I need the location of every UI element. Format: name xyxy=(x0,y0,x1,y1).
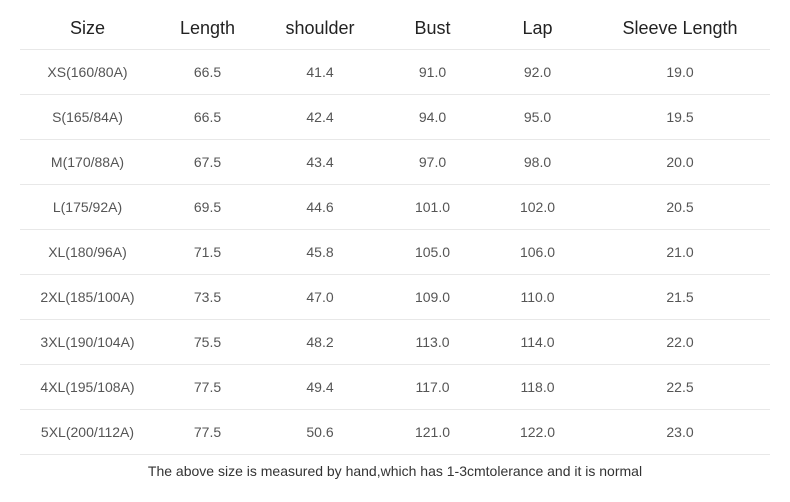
table-cell: 49.4 xyxy=(260,365,380,410)
table-cell: XL(180/96A) xyxy=(20,230,155,275)
table-cell: 122.0 xyxy=(485,410,590,455)
table-cell: 19.0 xyxy=(590,50,770,95)
col-header-bust: Bust xyxy=(380,12,485,50)
table-cell: 23.0 xyxy=(590,410,770,455)
table-cell: 42.4 xyxy=(260,95,380,140)
table-cell: 47.0 xyxy=(260,275,380,320)
table-row: M(170/88A)67.543.497.098.020.0 xyxy=(20,140,770,185)
size-table-container: Size Length shoulder Bust Lap Sleeve Len… xyxy=(0,0,790,479)
table-cell: 75.5 xyxy=(155,320,260,365)
table-cell: 67.5 xyxy=(155,140,260,185)
table-cell: 117.0 xyxy=(380,365,485,410)
table-row: L(175/92A)69.544.6101.0102.020.5 xyxy=(20,185,770,230)
table-cell: 2XL(185/100A) xyxy=(20,275,155,320)
col-header-length: Length xyxy=(155,12,260,50)
table-cell: L(175/92A) xyxy=(20,185,155,230)
table-cell: 48.2 xyxy=(260,320,380,365)
table-cell: 73.5 xyxy=(155,275,260,320)
table-cell: 5XL(200/112A) xyxy=(20,410,155,455)
table-header-row: Size Length shoulder Bust Lap Sleeve Len… xyxy=(20,12,770,50)
table-cell: 94.0 xyxy=(380,95,485,140)
table-cell: 41.4 xyxy=(260,50,380,95)
table-cell: 20.5 xyxy=(590,185,770,230)
table-cell: 22.0 xyxy=(590,320,770,365)
table-cell: 95.0 xyxy=(485,95,590,140)
table-cell: 43.4 xyxy=(260,140,380,185)
table-cell: 71.5 xyxy=(155,230,260,275)
table-cell: 69.5 xyxy=(155,185,260,230)
table-cell: 45.8 xyxy=(260,230,380,275)
table-cell: XS(160/80A) xyxy=(20,50,155,95)
table-cell: 77.5 xyxy=(155,365,260,410)
size-table: Size Length shoulder Bust Lap Sleeve Len… xyxy=(20,12,770,455)
table-cell: 92.0 xyxy=(485,50,590,95)
col-header-sleeve-length: Sleeve Length xyxy=(590,12,770,50)
table-cell: S(165/84A) xyxy=(20,95,155,140)
table-cell: 20.0 xyxy=(590,140,770,185)
table-cell: 91.0 xyxy=(380,50,485,95)
table-cell: 97.0 xyxy=(380,140,485,185)
table-row: 3XL(190/104A)75.548.2113.0114.022.0 xyxy=(20,320,770,365)
table-row: S(165/84A)66.542.494.095.019.5 xyxy=(20,95,770,140)
table-cell: 44.6 xyxy=(260,185,380,230)
table-cell: 21.0 xyxy=(590,230,770,275)
table-cell: 109.0 xyxy=(380,275,485,320)
table-cell: 66.5 xyxy=(155,95,260,140)
table-cell: 66.5 xyxy=(155,50,260,95)
table-cell: 3XL(190/104A) xyxy=(20,320,155,365)
table-row: 2XL(185/100A)73.547.0109.0110.021.5 xyxy=(20,275,770,320)
footnote-text: The above size is measured by hand,which… xyxy=(20,455,770,479)
table-cell: 110.0 xyxy=(485,275,590,320)
table-cell: 121.0 xyxy=(380,410,485,455)
table-cell: 77.5 xyxy=(155,410,260,455)
table-cell: 113.0 xyxy=(380,320,485,365)
table-cell: 105.0 xyxy=(380,230,485,275)
col-header-lap: Lap xyxy=(485,12,590,50)
table-cell: 22.5 xyxy=(590,365,770,410)
table-cell: 50.6 xyxy=(260,410,380,455)
table-row: 5XL(200/112A)77.550.6121.0122.023.0 xyxy=(20,410,770,455)
table-cell: 98.0 xyxy=(485,140,590,185)
table-row: XL(180/96A)71.545.8105.0106.021.0 xyxy=(20,230,770,275)
col-header-shoulder: shoulder xyxy=(260,12,380,50)
table-cell: 114.0 xyxy=(485,320,590,365)
table-cell: 118.0 xyxy=(485,365,590,410)
table-cell: 21.5 xyxy=(590,275,770,320)
table-cell: 106.0 xyxy=(485,230,590,275)
col-header-size: Size xyxy=(20,12,155,50)
table-cell: 101.0 xyxy=(380,185,485,230)
table-cell: M(170/88A) xyxy=(20,140,155,185)
table-row: XS(160/80A)66.541.491.092.019.0 xyxy=(20,50,770,95)
table-row: 4XL(195/108A)77.549.4117.0118.022.5 xyxy=(20,365,770,410)
table-cell: 102.0 xyxy=(485,185,590,230)
table-cell: 19.5 xyxy=(590,95,770,140)
table-cell: 4XL(195/108A) xyxy=(20,365,155,410)
size-table-body: XS(160/80A)66.541.491.092.019.0S(165/84A… xyxy=(20,50,770,455)
